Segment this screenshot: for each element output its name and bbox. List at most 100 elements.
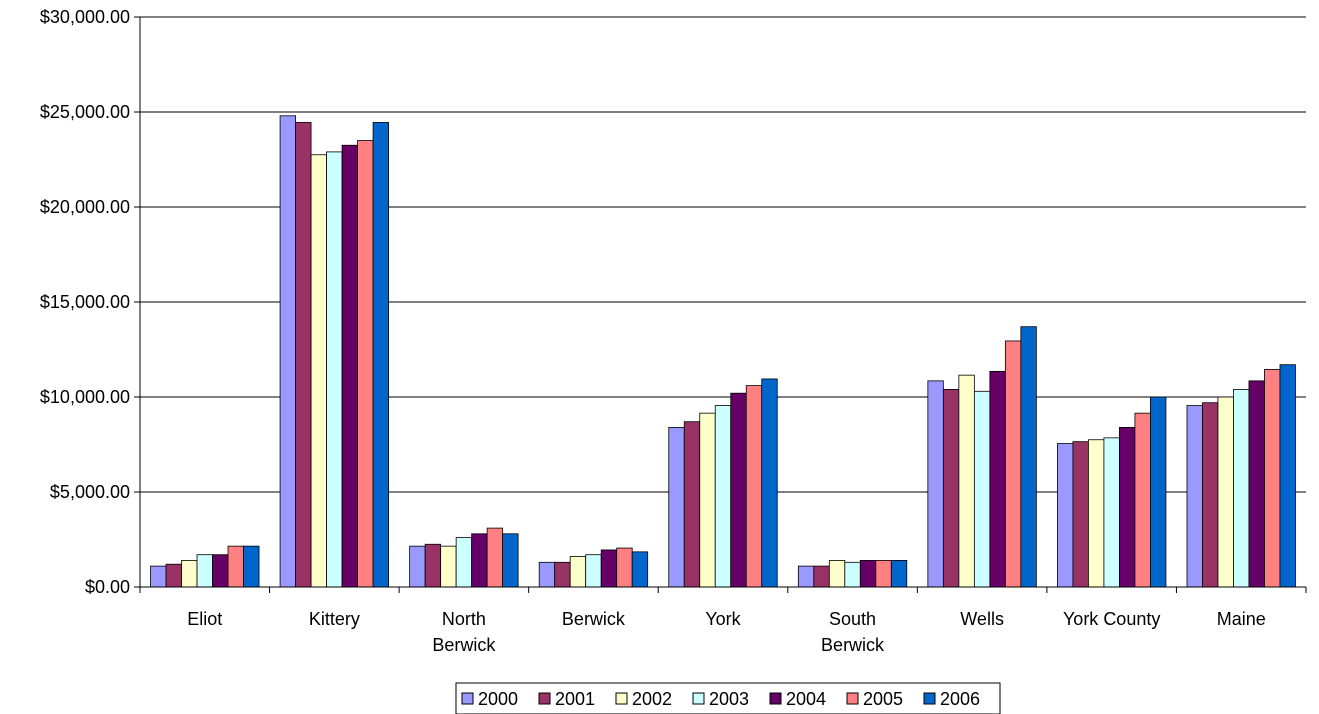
bar-2005 xyxy=(616,547,633,588)
bar-2000 xyxy=(1186,405,1203,588)
bar-2006 xyxy=(1150,396,1167,588)
category-label: Maine xyxy=(1217,609,1266,629)
bar-2002 xyxy=(181,560,198,588)
legend-swatch xyxy=(769,692,782,705)
category-label-line: Maine xyxy=(1217,609,1266,629)
legend-label: 2001 xyxy=(555,689,595,709)
bar-2003 xyxy=(714,405,732,588)
y-axis-ticks: $0.00 $5,000.00 $10,000.00 $15,000.00 $20,00… xyxy=(40,7,140,597)
bar-2006 xyxy=(1020,326,1037,588)
bar-2002 xyxy=(569,556,587,588)
category-label-line: Wells xyxy=(960,609,1004,629)
bar-2001 xyxy=(295,122,312,588)
legend-label: 2000 xyxy=(478,689,518,709)
bar-2002 xyxy=(440,545,457,588)
bar-2004 xyxy=(1248,380,1265,588)
bar-2001 xyxy=(554,561,571,588)
legend-swatch xyxy=(615,692,628,705)
y-tick-label: $20,000.00 xyxy=(40,197,130,217)
bar-2001 xyxy=(165,563,182,588)
bar-2000 xyxy=(409,545,426,588)
y-tick-label: $30,000.00 xyxy=(40,7,130,27)
bar-2000 xyxy=(668,426,685,588)
category-label-line: Berwick xyxy=(432,635,496,655)
category-label: North Berwick xyxy=(432,609,496,655)
bar-2001 xyxy=(424,543,442,588)
bar-2006 xyxy=(1279,364,1296,588)
bar-2006 xyxy=(372,122,389,588)
category-label: South Berwick xyxy=(821,609,885,655)
bar-2004 xyxy=(1119,426,1136,588)
bar-2003 xyxy=(585,554,602,588)
bar-2005 xyxy=(486,527,504,588)
bar-2003 xyxy=(1233,388,1250,588)
bar-2005 xyxy=(875,560,892,588)
bar-2001 xyxy=(813,565,830,588)
bar-2001 xyxy=(942,388,960,588)
legend-label: 2005 xyxy=(863,689,903,709)
x-axis-categories: Eliot Kittery North Berwick Berwick York South… xyxy=(139,587,1307,655)
category-label: York County xyxy=(1063,609,1160,629)
bar-2004 xyxy=(341,144,358,588)
bar-2001 xyxy=(1072,441,1089,588)
bar-2004 xyxy=(859,560,877,588)
bar-2005 xyxy=(1134,412,1151,588)
bar-series xyxy=(150,115,1296,588)
bar-2002 xyxy=(828,560,846,588)
bar-2005 xyxy=(1264,369,1281,588)
bar-2006 xyxy=(761,378,778,588)
legend-swatch xyxy=(461,692,474,705)
bar-2004 xyxy=(989,370,1006,588)
category-label-line: Eliot xyxy=(187,609,222,629)
category-label-line: North xyxy=(442,609,486,629)
category-label: Kittery xyxy=(309,609,360,629)
bar-2000 xyxy=(927,380,944,588)
bar-2003 xyxy=(844,561,861,588)
legend-swatch xyxy=(692,692,705,705)
bar-2005 xyxy=(227,545,244,588)
category-label: York xyxy=(705,609,741,629)
bar-2004 xyxy=(600,549,618,588)
bar-2000 xyxy=(538,561,556,588)
y-tick-label: $10,000.00 xyxy=(40,387,130,407)
bar-2005 xyxy=(1004,340,1022,588)
bar-2000 xyxy=(1057,443,1074,588)
legend-label: 2004 xyxy=(786,689,826,709)
category-label-line: Kittery xyxy=(309,609,360,629)
legend-swatch xyxy=(846,692,859,705)
legend-label: 2002 xyxy=(632,689,672,709)
bar-2006 xyxy=(890,560,908,588)
legend-label: 2006 xyxy=(940,689,980,709)
bar-2006 xyxy=(243,545,260,588)
category-label: Berwick xyxy=(562,609,626,629)
bar-2003 xyxy=(326,151,343,588)
y-tick-label: $0.00 xyxy=(85,577,130,597)
category-label-line: Berwick xyxy=(821,635,885,655)
category-label: Wells xyxy=(960,609,1004,629)
category-label: Eliot xyxy=(187,609,222,629)
y-tick-label: $5,000.00 xyxy=(50,482,130,502)
bar-2003 xyxy=(973,390,991,588)
bar-2003 xyxy=(196,554,213,588)
bar-2006 xyxy=(502,533,519,588)
category-label-line: York County xyxy=(1063,609,1160,629)
bar-2002 xyxy=(699,412,716,588)
bar-2005 xyxy=(357,140,374,588)
bar-2003 xyxy=(1103,437,1120,588)
bar-2005 xyxy=(745,385,763,588)
bar-2000 xyxy=(797,565,815,588)
legend-label: 2003 xyxy=(709,689,749,709)
category-label-line: Berwick xyxy=(562,609,626,629)
category-label-line: South xyxy=(829,609,876,629)
bar-2002 xyxy=(958,374,975,588)
bar-2003 xyxy=(455,537,473,588)
bar-2006 xyxy=(631,551,649,588)
legend: 2000 2001 2002 2003 2004 2005 2006 xyxy=(455,682,1001,714)
legend-swatch xyxy=(923,692,936,705)
bar-2004 xyxy=(730,392,747,588)
bar-2002 xyxy=(1217,396,1234,588)
y-tick-label: $15,000.00 xyxy=(40,292,130,312)
bar-2001 xyxy=(683,421,701,588)
bar-2004 xyxy=(212,554,229,588)
